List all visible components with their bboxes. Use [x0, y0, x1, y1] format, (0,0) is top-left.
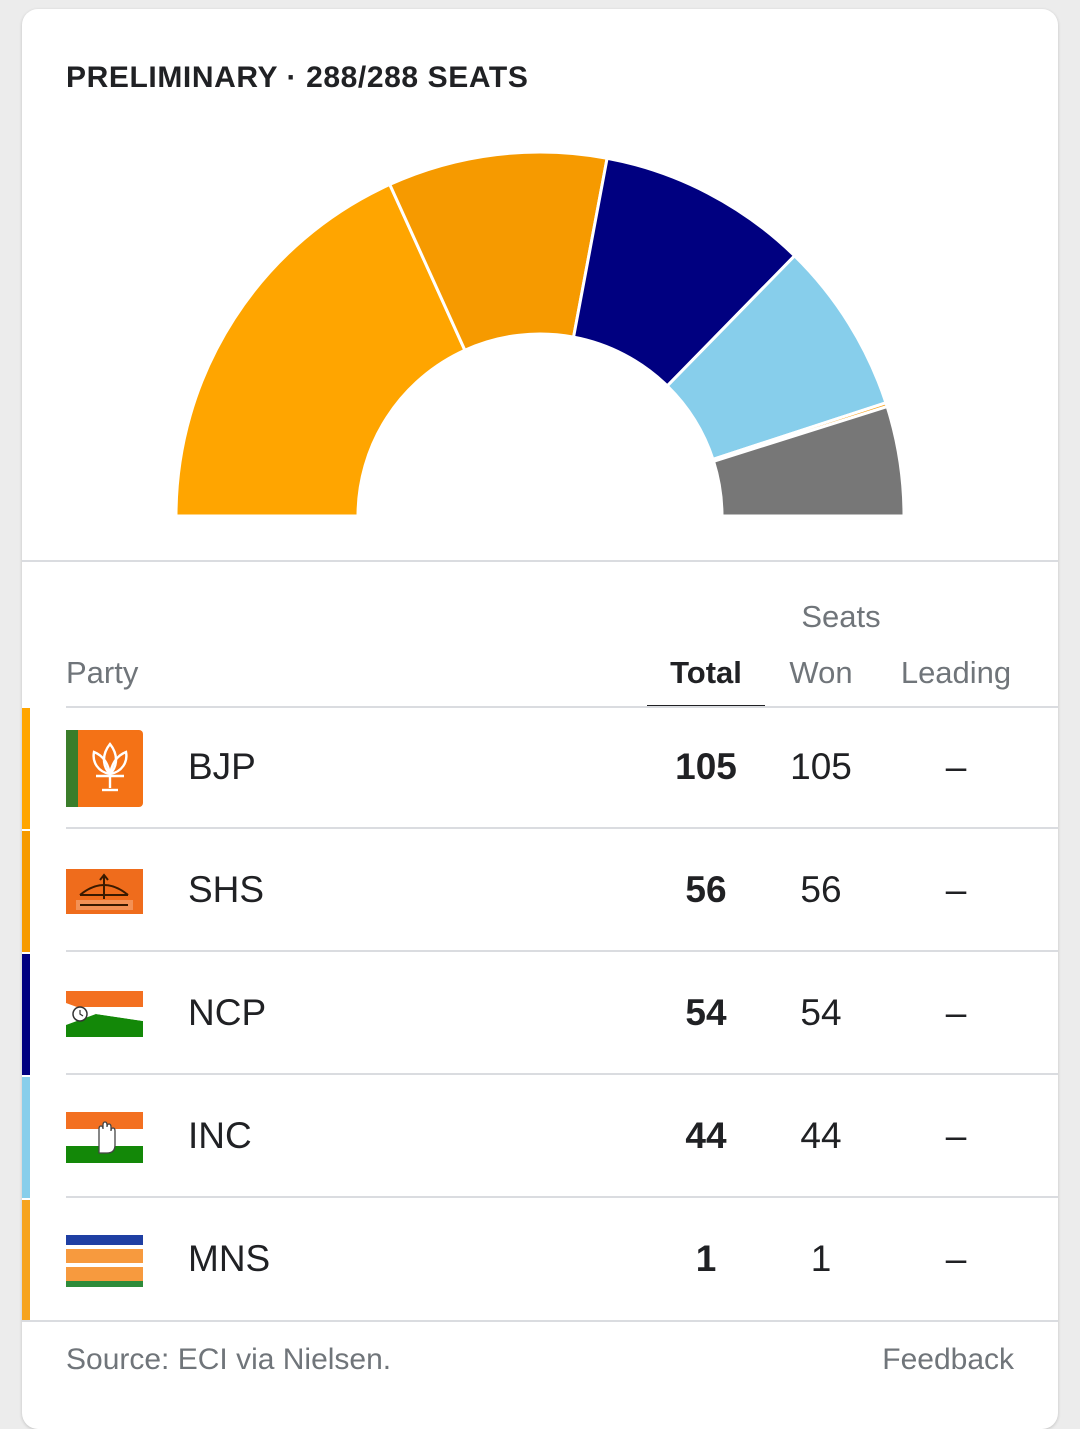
row-divider	[66, 950, 1058, 952]
won-column-header[interactable]: Won	[789, 655, 853, 690]
leading-seats: –	[945, 1115, 967, 1156]
source-text: Source: ECI via Nielsen.	[66, 1343, 392, 1376]
total-column-header[interactable]: Total	[670, 655, 742, 690]
leading-seats: –	[945, 992, 967, 1033]
results-card: PRELIMINARY · 288/288 SEATS Party Seats …	[22, 9, 1058, 1429]
table-row: INC 44 44 –	[22, 1077, 1058, 1198]
chart-segment-other[interactable]	[711, 404, 906, 518]
leading-seats: –	[945, 746, 967, 787]
row-divider	[66, 1073, 1058, 1075]
party-name: BJP	[188, 746, 256, 787]
won-seats: 54	[800, 992, 842, 1033]
shivsena-bow-arrow-icon	[66, 869, 143, 914]
party-color-bar	[22, 1200, 30, 1321]
divider	[22, 560, 1058, 562]
party-color-bar	[22, 831, 30, 952]
feedback-link[interactable]: Feedback	[882, 1343, 1014, 1376]
party-color-bar	[22, 708, 30, 829]
bjp-lotus-flag-icon	[66, 730, 143, 807]
footer-divider	[22, 1320, 1058, 1322]
party-color-bar	[22, 954, 30, 1075]
party-name: NCP	[188, 992, 267, 1033]
won-seats: 105	[790, 746, 852, 787]
total-seats: 54	[685, 992, 727, 1033]
table-row: NCP 54 54 –	[22, 954, 1058, 1075]
party-name: SHS	[188, 869, 265, 910]
chart-segment-bjp[interactable]	[174, 182, 467, 518]
seat-semicircle-chart	[174, 150, 906, 518]
row-divider	[66, 827, 1058, 829]
party-name: MNS	[188, 1238, 271, 1279]
row-divider	[66, 1196, 1058, 1198]
leading-seats: –	[945, 869, 967, 910]
won-seats: 44	[800, 1115, 842, 1156]
mns-flag-icon	[66, 1235, 143, 1287]
table-row: BJP 105 105 –	[22, 708, 1058, 829]
header-divider	[66, 706, 1058, 708]
party-color-bar	[22, 1077, 30, 1198]
seats-group-header: Seats	[801, 599, 881, 634]
chart-title: PRELIMINARY · 288/288 SEATS	[66, 61, 529, 94]
total-seats: 1	[695, 1238, 717, 1279]
won-seats: 56	[800, 869, 842, 910]
party-name: INC	[188, 1115, 252, 1156]
leading-column-header[interactable]: Leading	[900, 655, 1012, 690]
won-seats: 1	[810, 1238, 832, 1279]
total-seats: 105	[675, 746, 737, 787]
table-row: SHS 56 56 –	[22, 831, 1058, 952]
total-seats: 56	[685, 869, 727, 910]
ncp-clock-flag-icon	[66, 991, 143, 1037]
leading-seats: –	[945, 1238, 967, 1279]
inc-hand-flag-icon	[66, 1112, 143, 1163]
total-seats: 44	[685, 1115, 727, 1156]
table-row: MNS 1 1 –	[22, 1200, 1058, 1321]
party-column-header: Party	[66, 655, 139, 690]
